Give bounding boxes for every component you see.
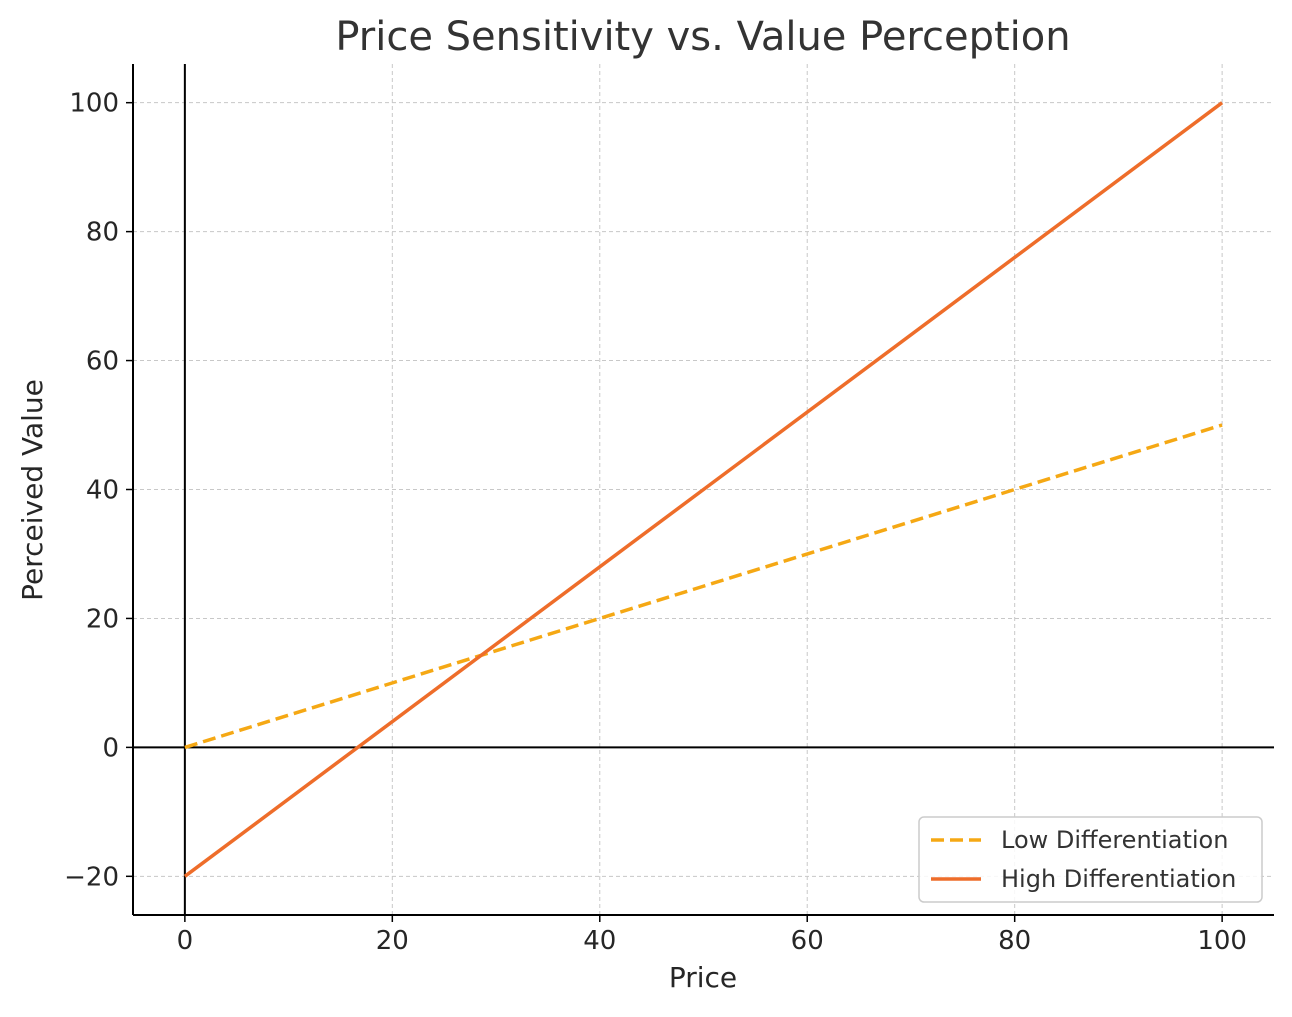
y-axis-title: Perceived Value <box>16 379 49 601</box>
series-line-high-differentiation <box>183 101 1224 878</box>
series-line-low-differentiation <box>184 423 1223 750</box>
y-tick-label: −20 <box>64 862 119 892</box>
tick-labels: 0 20 40 60 80 100 −20 0 20 40 60 80 100 <box>64 89 1247 956</box>
legend-box <box>918 816 1263 903</box>
x-tick-label: 100 <box>1197 926 1247 956</box>
x-tick-label: 40 <box>583 926 616 956</box>
x-tick-label: 80 <box>998 926 1031 956</box>
y-tick-label: 20 <box>86 604 119 634</box>
y-tick-label: 0 <box>102 733 119 763</box>
x-tick-label: 0 <box>177 926 194 956</box>
y-tick-label: 40 <box>86 476 119 506</box>
legend: Low Differentiation High Differentiation <box>918 816 1263 903</box>
y-tick-label: 100 <box>69 89 119 119</box>
legend-label: Low Differentiation <box>1001 826 1228 854</box>
axes <box>126 64 1274 922</box>
series-group <box>183 101 1224 878</box>
chart-title: Price Sensitivity vs. Value Perception <box>335 14 1070 60</box>
legend-label: High Differentiation <box>1001 865 1236 893</box>
x-axis-title: Price <box>669 961 737 994</box>
reference-lines <box>133 64 1274 915</box>
y-tick-label: 80 <box>86 218 119 248</box>
x-tick-label: 20 <box>376 926 409 956</box>
y-tick-label: 60 <box>86 347 119 377</box>
x-tick-label: 60 <box>791 926 824 956</box>
